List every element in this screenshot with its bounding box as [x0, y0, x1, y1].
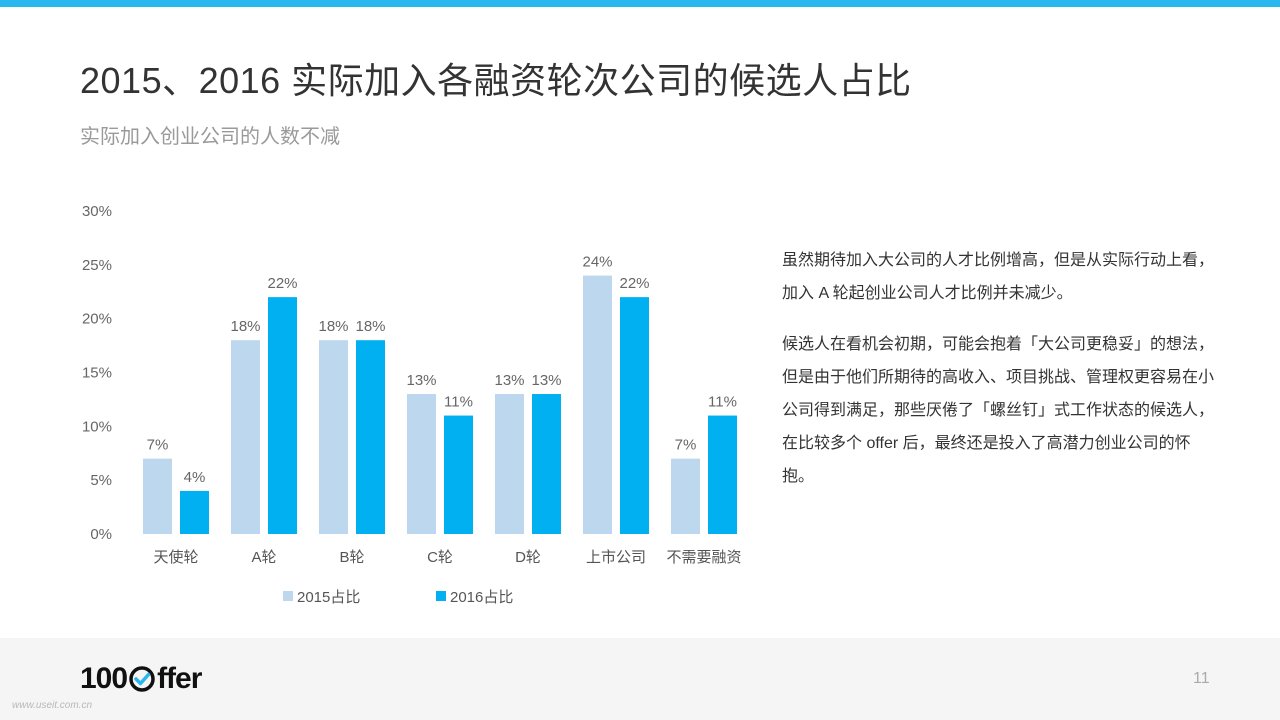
legend-label: 2016占比 [450, 589, 513, 606]
x-category-label: C轮 [427, 549, 453, 566]
text-paragraph-1: 虽然期待加入大公司的人才比例增高，但是从实际行动上看，加入 A 轮起创业公司人才… [782, 252, 1215, 302]
y-tick-label: 10% [82, 418, 112, 435]
bar-2016 [268, 297, 297, 534]
data-label: 18% [355, 318, 385, 335]
logo-text-left: 100 [80, 662, 128, 695]
x-category-label: 不需要融资 [666, 549, 741, 566]
bar-2015 [319, 340, 348, 534]
data-label: 18% [230, 318, 260, 335]
x-category-label: 天使轮 [153, 549, 198, 566]
bar-2015 [495, 394, 524, 534]
check-circle-icon [129, 666, 155, 692]
data-label: 13% [406, 372, 436, 389]
bar-2016 [444, 415, 473, 534]
y-tick-label: 20% [82, 311, 112, 328]
watermark: www.useit.com.cn [12, 700, 93, 711]
logo: 100 ffer [80, 662, 202, 695]
y-tick-label: 0% [90, 526, 112, 543]
logo-text-right: ffer [157, 662, 202, 695]
bar-2016 [180, 490, 209, 534]
data-label: 4% [184, 469, 206, 486]
y-tick-label: 25% [82, 257, 112, 274]
bar-2016 [532, 394, 561, 534]
x-category-label: 上市公司 [586, 549, 646, 566]
x-category-label: B轮 [339, 549, 364, 566]
data-label: 22% [267, 275, 297, 292]
data-label: 22% [619, 275, 649, 292]
legend-label: 2015占比 [297, 589, 360, 606]
data-label: 24% [582, 254, 612, 271]
data-label: 7% [147, 437, 169, 454]
bar-2016 [708, 415, 737, 534]
page-number: 11 [1193, 670, 1210, 687]
bar-2015 [671, 458, 700, 534]
data-label: 7% [675, 437, 697, 454]
y-tick-label: 15% [82, 365, 112, 382]
page-title: 2015、2016 实际加入各融资轮次公司的候选人占比 [80, 60, 912, 101]
text-panel: 虽然期待加入大公司的人才比例增高，但是从实际行动上看，加入 A 轮起创业公司人才… [782, 244, 1222, 511]
data-label: 13% [531, 372, 561, 389]
data-label: 13% [494, 372, 524, 389]
legend-swatch-2015 [283, 591, 293, 601]
bar-chart: 0% 5% 10% 15% 20% 25% 30% 7% 4% 天使轮 18% 22% A轮 18% 18%… [82, 203, 742, 606]
data-label: 11% [444, 394, 473, 411]
data-label: 11% [708, 394, 737, 411]
bar-2015 [231, 340, 260, 534]
x-category-label: D轮 [515, 549, 541, 566]
bar-2015 [143, 458, 172, 534]
data-label: 18% [318, 318, 348, 335]
bar-2015 [407, 394, 436, 534]
top-accent-bar [0, 0, 1280, 7]
text-paragraph-2: 候选人在看机会初期，可能会抱着「大公司更稳妥」的想法，但是由于他们所期待的高收入… [782, 336, 1215, 485]
x-category-label: A轮 [251, 549, 276, 566]
y-tick-label: 30% [82, 203, 112, 220]
bar-2015 [583, 275, 612, 534]
bar-2016 [620, 297, 649, 534]
legend-swatch-2016 [436, 591, 446, 601]
bar-2016 [356, 340, 385, 534]
y-tick-label: 5% [90, 472, 112, 489]
page-subtitle: 实际加入创业公司的人数不减 [80, 126, 340, 148]
footer [0, 638, 1280, 720]
